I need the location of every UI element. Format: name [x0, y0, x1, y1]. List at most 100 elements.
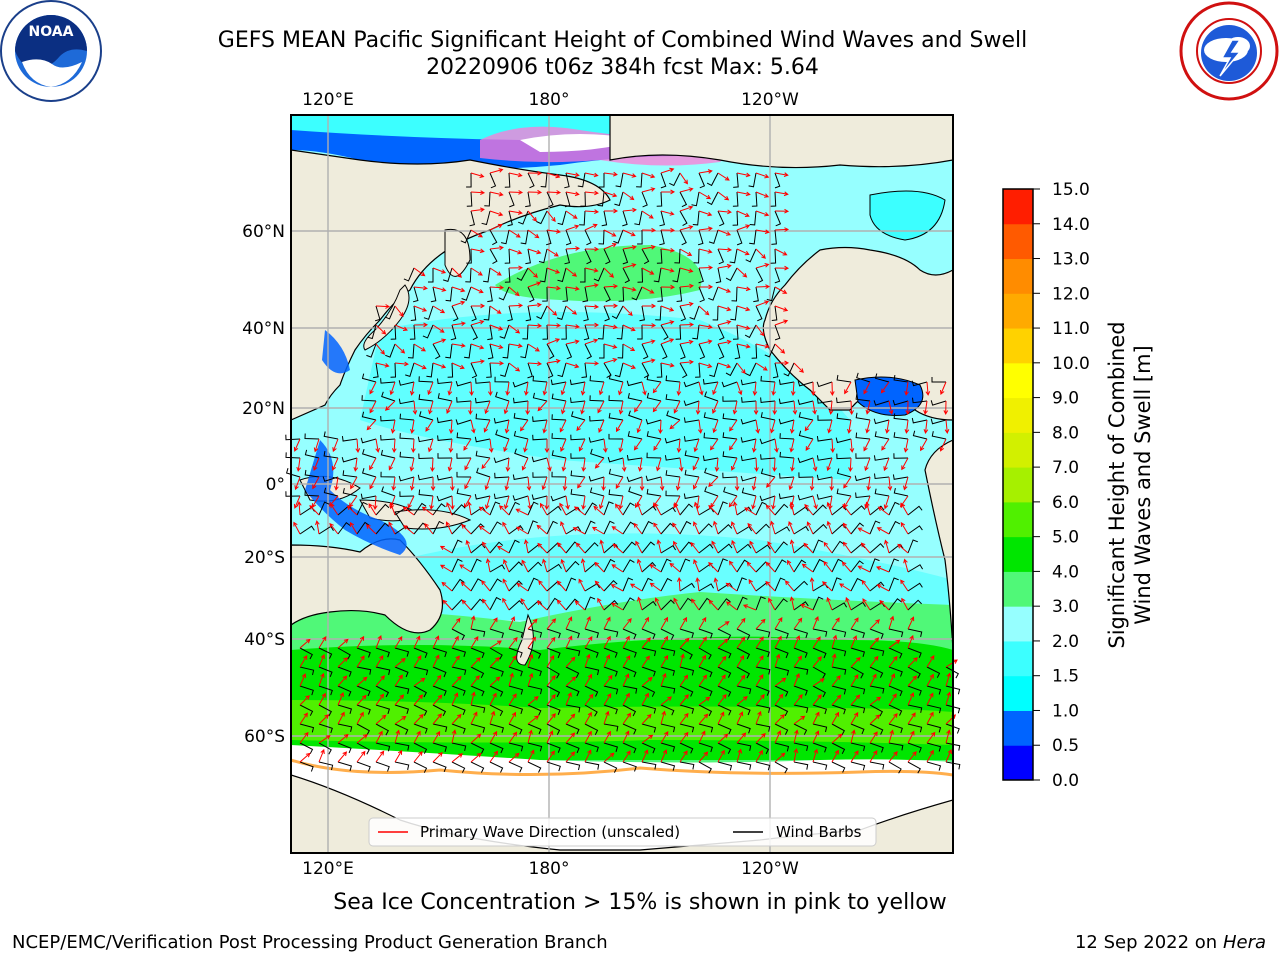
wave-direction-arrow — [413, 305, 428, 312]
wave-direction-arrow — [594, 457, 605, 469]
wind-barb — [660, 558, 672, 573]
wave-direction-arrow — [544, 439, 550, 454]
wind-barb — [374, 305, 381, 322]
wave-direction-arrow — [742, 604, 757, 611]
wind-barb — [466, 172, 472, 188]
wave-direction-arrow — [368, 503, 377, 516]
wind-barb — [318, 501, 330, 516]
wind-barb — [361, 373, 377, 383]
wind-barb — [907, 723, 923, 733]
wave-direction-arrow — [546, 190, 562, 195]
wave-direction-arrow — [394, 715, 407, 725]
wave-direction-arrow — [784, 580, 795, 592]
wind-barb — [380, 415, 396, 422]
wind-barb — [565, 628, 580, 639]
wind-barb — [582, 286, 589, 303]
wave-direction-arrow — [772, 400, 778, 416]
wind-barb — [674, 248, 681, 264]
wave-direction-arrow — [660, 210, 675, 216]
wind-barb — [508, 580, 523, 592]
wave-direction-arrow — [580, 558, 586, 573]
sea-ice-note: Sea Ice Concentration > 15% is shown in … — [333, 890, 947, 915]
wind-barb — [679, 742, 694, 754]
wind-barb — [755, 685, 770, 696]
wave-direction-arrow — [478, 506, 491, 516]
wave-direction-arrow — [736, 343, 751, 349]
wave-direction-arrow — [907, 616, 915, 630]
wave-direction-arrow — [603, 243, 617, 250]
wave-direction-arrow — [508, 693, 517, 706]
wind-barb — [456, 397, 472, 403]
wave-direction-arrow — [843, 476, 852, 489]
wave-direction-arrow — [698, 362, 713, 369]
wave-direction-arrow — [660, 167, 675, 174]
wind-barb — [736, 685, 752, 695]
wave-direction-arrow — [869, 673, 877, 687]
wind-barb — [930, 418, 947, 425]
wind-barb — [546, 704, 561, 715]
wave-direction-arrow — [527, 361, 543, 367]
wind-barb — [722, 451, 738, 459]
wave-direction-arrow — [765, 561, 776, 573]
wave-direction-arrow — [865, 501, 871, 516]
wave-direction-arrow — [669, 419, 681, 430]
wind-barb — [755, 647, 770, 658]
wave-direction-arrow — [603, 730, 611, 744]
wind-barb — [812, 647, 827, 659]
wind-barb — [476, 467, 491, 478]
wave-direction-arrow — [441, 581, 453, 592]
wind-barb — [793, 723, 808, 735]
wind-barb — [748, 172, 757, 188]
wave-direction-arrow — [641, 637, 651, 649]
wave-direction-arrow — [679, 653, 685, 668]
wind-barb — [597, 324, 605, 340]
wave-direction-arrow — [546, 730, 554, 744]
colorbar-cell — [1003, 571, 1033, 607]
wind-barb — [912, 397, 928, 404]
wave-direction-arrow — [660, 696, 672, 706]
wind-barb — [527, 172, 535, 189]
wind-barb — [850, 723, 865, 735]
wind-barb — [356, 723, 370, 736]
wind-barb — [394, 704, 410, 715]
wind-barb — [432, 666, 447, 678]
colorbar-cell — [1003, 362, 1033, 399]
wave-direction-arrow — [864, 457, 871, 472]
wind-barb — [493, 418, 510, 424]
wave-direction-arrow — [774, 635, 782, 649]
wind-barb — [442, 267, 453, 283]
wind-barb — [375, 761, 390, 772]
wave-direction-arrow — [679, 750, 688, 763]
wave-direction-arrow — [601, 476, 606, 492]
wave-direction-arrow — [755, 419, 760, 434]
wind-barb — [413, 647, 428, 658]
wind-barb — [581, 362, 588, 378]
wind-barb — [589, 487, 605, 497]
wind-barb — [603, 520, 615, 535]
wave-direction-arrow — [440, 564, 453, 573]
wave-direction-arrow — [774, 286, 788, 294]
wave-direction-arrow — [470, 172, 485, 178]
wind-barb — [546, 742, 561, 753]
wind-barb — [489, 564, 506, 573]
wind-barb — [717, 501, 728, 516]
wave-direction-arrow — [904, 419, 910, 434]
wave-direction-arrow — [679, 322, 695, 327]
wave-direction-arrow — [432, 654, 440, 668]
wave-direction-arrow — [451, 692, 459, 706]
wind-barb — [436, 417, 453, 424]
wind-barb — [451, 305, 459, 322]
wave-direction-arrow — [508, 343, 523, 348]
wave-direction-arrow — [526, 476, 532, 491]
wind-barb — [489, 248, 498, 265]
wind-barb — [418, 489, 434, 497]
wave-direction-arrow — [584, 711, 592, 725]
wave-direction-arrow — [527, 248, 542, 255]
wave-direction-arrow — [584, 653, 591, 668]
wind-barb — [527, 666, 542, 677]
wind-barb — [764, 343, 776, 358]
wave-direction-arrow — [489, 692, 497, 706]
wave-direction-arrow — [356, 694, 367, 706]
wave-direction-arrow — [559, 419, 567, 433]
wind-barb — [812, 742, 827, 753]
